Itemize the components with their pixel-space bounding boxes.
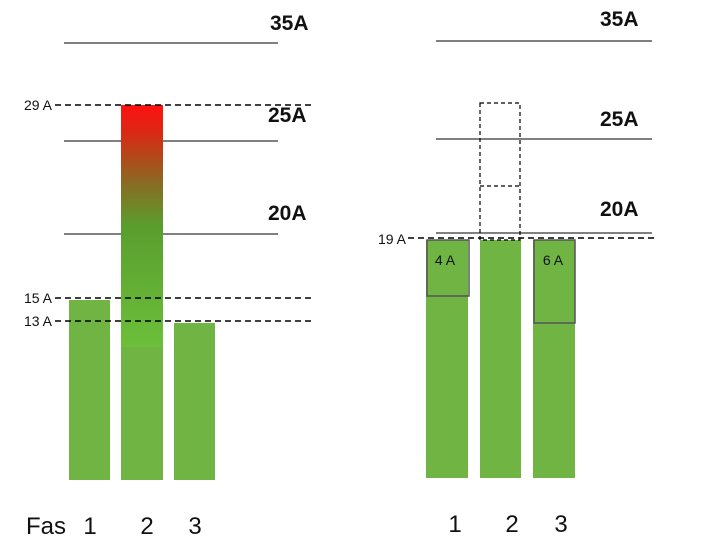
phase-bar-overload	[121, 105, 163, 347]
phase-label: 2	[140, 513, 153, 538]
phase-bar	[426, 240, 468, 478]
phase-bar	[480, 240, 521, 478]
box-label: 4 A	[435, 252, 456, 268]
phase-bar	[533, 240, 575, 478]
level-label: 20A	[268, 202, 307, 225]
level-label: 25A	[600, 108, 639, 131]
phase-bar	[69, 300, 110, 480]
level-label: 35A	[270, 12, 309, 35]
box-label: 6 A	[543, 252, 564, 268]
phase-label: 3	[554, 511, 567, 538]
phase-label: 3	[188, 513, 201, 538]
marker-label: 13 A	[24, 313, 53, 329]
level-label: 35A	[600, 8, 639, 31]
phase-label: 1	[83, 513, 96, 538]
marker-label: 19 A	[378, 231, 407, 247]
potential-box	[479, 102, 521, 241]
phase-bar	[121, 347, 163, 480]
phase-bar	[174, 323, 215, 480]
phase-label: 2	[505, 511, 518, 538]
reduction-box	[426, 239, 470, 297]
marker-label: 15 A	[24, 290, 53, 306]
phase-label: 1	[448, 511, 461, 538]
right-panel: 35A 25A 20A 19 A 4 A 6 A 1 2 3	[378, 8, 655, 538]
level-label: 20A	[600, 198, 639, 221]
marker-label: 29 A	[24, 97, 53, 113]
axis-title: Fas	[26, 513, 66, 538]
level-label: 25A	[268, 104, 307, 127]
left-panel: 35A 25A 20A 29 A 15 A 13 A Fas 1 2 3	[24, 12, 315, 538]
reduction-box	[533, 239, 576, 324]
